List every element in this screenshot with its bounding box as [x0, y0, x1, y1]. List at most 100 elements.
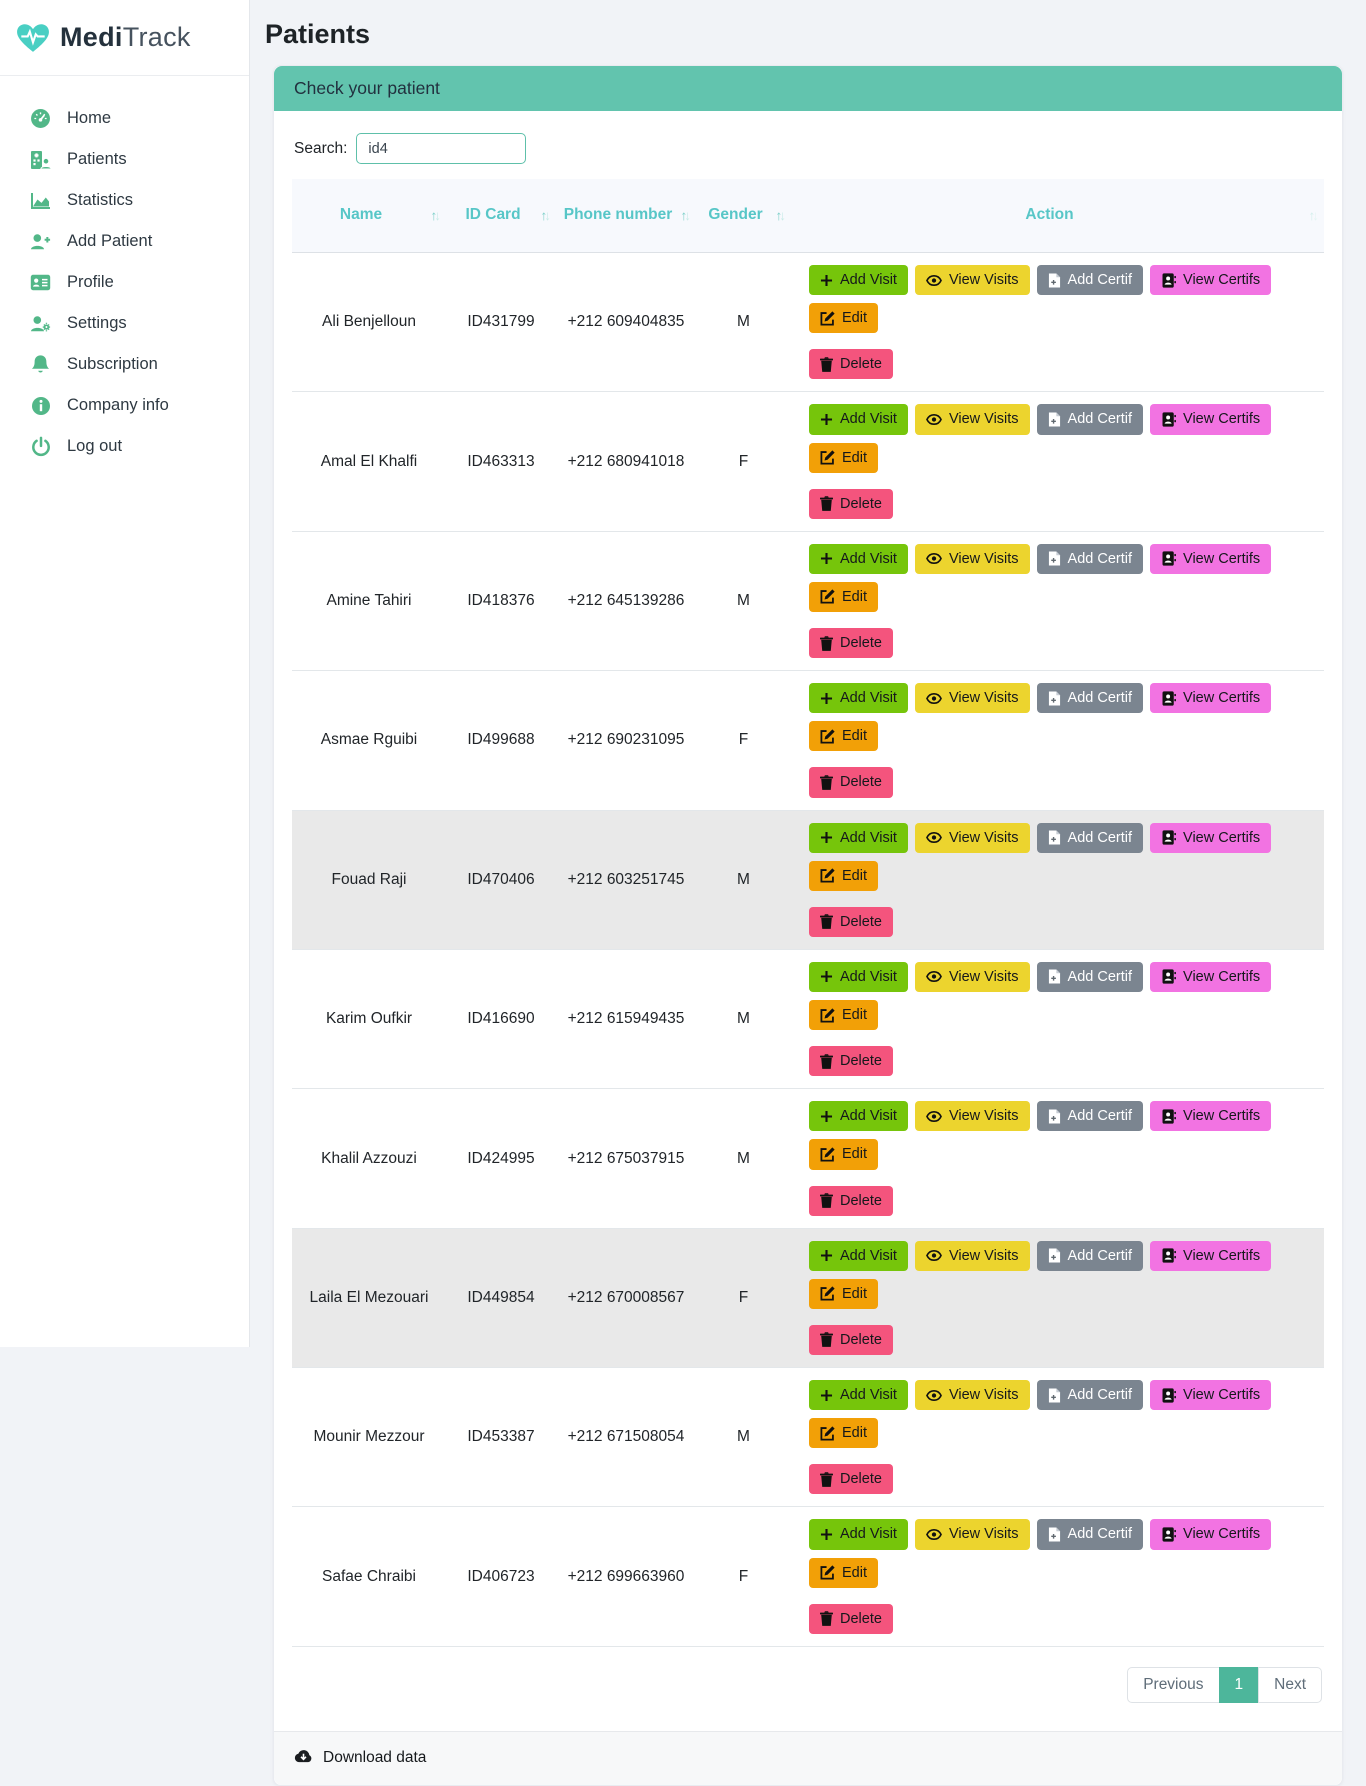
delete-button[interactable]: Delete: [809, 349, 893, 380]
view-certifs-button[interactable]: View Certifs: [1150, 1519, 1272, 1550]
view-visits-button[interactable]: View Visits: [914, 265, 1030, 296]
eye-icon: [926, 274, 942, 287]
view-certifs-button[interactable]: View Certifs: [1150, 683, 1272, 714]
add-certif-button[interactable]: Add Certif: [1036, 1240, 1144, 1271]
edit-button[interactable]: Edit: [809, 303, 878, 334]
edit-button[interactable]: Edit: [809, 860, 878, 891]
patient-phone: +212 671508054: [567, 1428, 685, 1446]
address-book-icon: [1161, 551, 1177, 566]
plus-icon: [820, 831, 833, 844]
pen-square-icon: [820, 1426, 835, 1441]
sidebar-item-home[interactable]: Home: [0, 98, 249, 139]
add-visit-button[interactable]: Add Visit: [809, 683, 908, 714]
delete-button[interactable]: Delete: [809, 488, 893, 519]
view-certifs-button[interactable]: View Certifs: [1150, 404, 1272, 435]
trash-icon: [820, 1472, 833, 1487]
view-visits-button[interactable]: View Visits: [914, 822, 1030, 853]
edit-button[interactable]: Edit: [809, 1000, 878, 1031]
plus-icon: [820, 552, 833, 565]
add-certif-button[interactable]: Add Certif: [1036, 683, 1144, 714]
delete-button[interactable]: Delete: [809, 1464, 893, 1495]
view-visits-button[interactable]: View Visits: [914, 1380, 1030, 1411]
add-certif-button[interactable]: Add Certif: [1036, 822, 1144, 853]
view-visits-button[interactable]: View Visits: [914, 543, 1030, 574]
cloud-download-icon: [294, 1749, 313, 1768]
file-plus-icon: [1048, 1388, 1061, 1403]
view-visits-button[interactable]: View Visits: [914, 404, 1030, 435]
view-certifs-button[interactable]: View Certifs: [1150, 822, 1272, 853]
add-certif-button[interactable]: Add Certif: [1036, 265, 1144, 296]
add-visit-button[interactable]: Add Visit: [809, 1240, 908, 1271]
edit-button[interactable]: Edit: [809, 1557, 878, 1588]
add-certif-button[interactable]: Add Certif: [1036, 1519, 1144, 1550]
view-certifs-button[interactable]: View Certifs: [1150, 961, 1272, 992]
delete-button[interactable]: Delete: [809, 767, 893, 798]
add-visit-button[interactable]: Add Visit: [809, 404, 908, 435]
add-certif-button[interactable]: Add Certif: [1036, 1101, 1144, 1132]
add-visit-button[interactable]: Add Visit: [809, 543, 908, 574]
add-visit-button[interactable]: Add Visit: [809, 1380, 908, 1411]
view-certifs-button[interactable]: View Certifs: [1150, 543, 1272, 574]
delete-button[interactable]: Delete: [809, 1185, 893, 1216]
edit-button[interactable]: Edit: [809, 581, 878, 612]
brand-name: MediTrack: [60, 22, 191, 53]
patient-phone: +212 603251745: [567, 870, 685, 888]
column-header-phone[interactable]: Phone number ↑↓: [556, 179, 696, 252]
sidebar-item-profile[interactable]: Profile: [0, 262, 249, 303]
button-label: Delete: [840, 1610, 882, 1627]
delete-button[interactable]: Delete: [809, 628, 893, 659]
add-visit-button[interactable]: Add Visit: [809, 961, 908, 992]
view-visits-button[interactable]: View Visits: [914, 961, 1030, 992]
column-header-action[interactable]: Action ↑↓: [791, 179, 1324, 252]
edit-button[interactable]: Edit: [809, 1278, 878, 1309]
edit-button[interactable]: Edit: [809, 1418, 878, 1449]
view-visits-button[interactable]: View Visits: [914, 1519, 1030, 1550]
add-certif-button[interactable]: Add Certif: [1036, 404, 1144, 435]
pagination-previous-button[interactable]: Previous: [1127, 1666, 1220, 1703]
button-label: Add Certif: [1067, 690, 1133, 707]
edit-button[interactable]: Edit: [809, 721, 878, 752]
column-header-name[interactable]: Name ↑↓: [292, 179, 446, 252]
pen-square-icon: [820, 1007, 835, 1023]
add-visit-button[interactable]: Add Visit: [809, 265, 908, 296]
delete-button[interactable]: Delete: [809, 1324, 893, 1355]
add-visit-button[interactable]: Add Visit: [809, 1519, 908, 1550]
column-header-id-card[interactable]: ID Card ↑↓: [446, 179, 556, 252]
pagination-page-1-button[interactable]: 1: [1218, 1666, 1260, 1703]
sidebar-item-subscription[interactable]: Subscription: [0, 344, 249, 385]
view-certifs-button[interactable]: View Certifs: [1150, 265, 1272, 296]
address-book-icon: [1161, 1387, 1177, 1403]
view-visits-button[interactable]: View Visits: [914, 1240, 1030, 1271]
edit-button[interactable]: Edit: [809, 1139, 878, 1170]
delete-button[interactable]: Delete: [809, 1046, 893, 1077]
view-certifs-button[interactable]: View Certifs: [1150, 1380, 1272, 1411]
sidebar-item-log-out[interactable]: Log out: [0, 426, 249, 467]
add-certif-button[interactable]: Add Certif: [1036, 1380, 1144, 1411]
action-buttons: Add Visit View Visits Add Certif View Certi…: [791, 1089, 1324, 1227]
pagination-next-button[interactable]: Next: [1258, 1666, 1322, 1703]
view-certifs-button[interactable]: View Certifs: [1150, 1240, 1272, 1271]
delete-button[interactable]: Delete: [809, 1603, 893, 1634]
address-book-icon: [1161, 1248, 1177, 1263]
view-certifs-button[interactable]: View Certifs: [1150, 1101, 1272, 1132]
edit-button[interactable]: Edit: [809, 442, 878, 473]
add-certif-button[interactable]: Add Certif: [1036, 961, 1144, 992]
delete-button[interactable]: Delete: [809, 906, 893, 937]
search-input[interactable]: [356, 133, 527, 164]
patient-id-card: ID406723: [467, 1567, 535, 1585]
pen-square-icon: [820, 1147, 835, 1162]
column-header-gender[interactable]: Gender ↑↓: [696, 179, 791, 252]
sidebar-item-statistics[interactable]: Statistics: [0, 180, 249, 221]
view-visits-button[interactable]: View Visits: [914, 1101, 1030, 1132]
add-visit-button[interactable]: Add Visit: [809, 822, 908, 853]
sidebar-item-patients[interactable]: Patients: [0, 139, 249, 180]
sidebar-item-settings[interactable]: Settings: [0, 303, 249, 344]
add-visit-button[interactable]: Add Visit: [809, 1101, 908, 1132]
eye-icon: [926, 692, 942, 705]
sidebar-item-add-patient[interactable]: Add Patient: [0, 221, 249, 262]
download-data-button[interactable]: Download data: [294, 1749, 426, 1768]
patient-row: Amine Tahiri ID418376 +212 645139286 M A…: [292, 531, 1324, 672]
add-certif-button[interactable]: Add Certif: [1036, 543, 1144, 574]
view-visits-button[interactable]: View Visits: [914, 683, 1030, 714]
sidebar-item-company-info[interactable]: Company info: [0, 385, 249, 426]
